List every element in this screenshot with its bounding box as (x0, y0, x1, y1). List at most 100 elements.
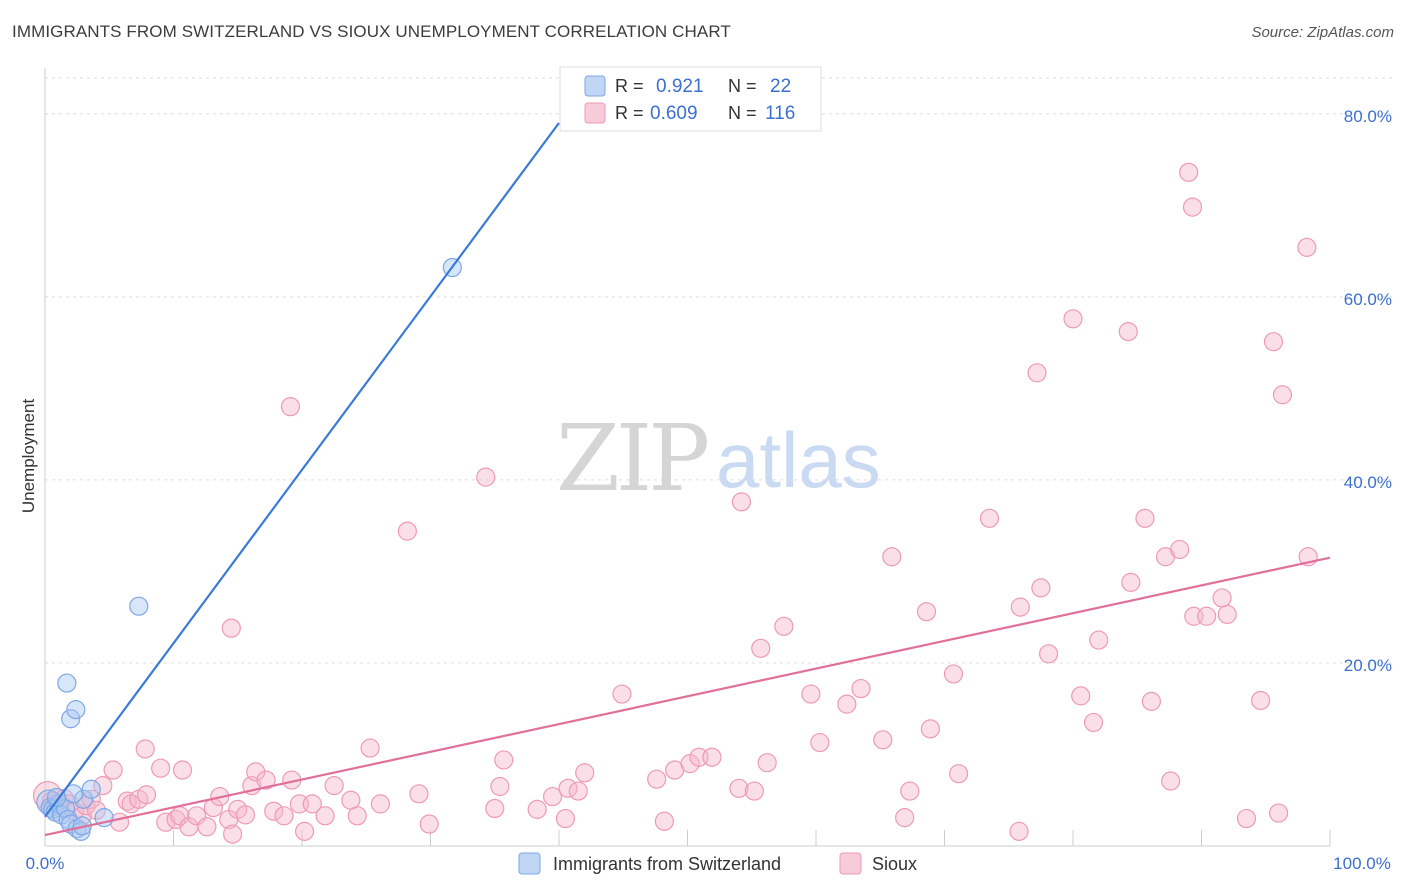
series-legend-label-sioux: Sioux (872, 854, 917, 874)
switzerland-point (57, 673, 77, 693)
sioux-point (1268, 803, 1289, 823)
switzerland-points (36, 257, 462, 841)
switzerland-point (66, 700, 86, 720)
sioux-point (612, 684, 632, 704)
sioux-point (1197, 606, 1217, 626)
sioux-point (81, 789, 101, 809)
x-tick-label-100: 100.0% (1333, 854, 1391, 873)
sioux-point (294, 821, 315, 841)
series-legend: Immigrants from Switzerland Sioux (518, 852, 917, 875)
sioux-point (1010, 597, 1030, 617)
sioux-point (1071, 686, 1091, 706)
sioux-point (172, 760, 193, 780)
sioux-point (1141, 691, 1161, 711)
sioux-point (702, 747, 722, 767)
sioux-point (568, 781, 588, 801)
legend-r-label-1: R = (615, 76, 644, 96)
sioux-point (1212, 588, 1232, 608)
sioux-point (197, 817, 217, 837)
sioux-point (419, 814, 439, 834)
correlation-legend: R = 0.921 N = 22 R = 0.609 N = 116 (559, 66, 822, 132)
sioux-point (1170, 539, 1190, 560)
sioux-point (774, 616, 794, 636)
sioux-point (135, 739, 155, 759)
sioux-point (409, 784, 429, 804)
sioux-point (1031, 578, 1051, 598)
sioux-point (1121, 572, 1141, 592)
sioux-point (1083, 712, 1104, 733)
sioux-point (324, 775, 344, 796)
sioux-point (1089, 630, 1109, 650)
legend-n-label-1: N = (728, 76, 757, 96)
sioux-point (979, 508, 1000, 528)
series-legend-label-switzerland: Immigrants from Switzerland (553, 854, 781, 874)
sioux-point (851, 678, 871, 699)
sioux-point (1182, 197, 1203, 217)
sioux-point (916, 602, 937, 622)
legend-swatch-switzerland (584, 75, 606, 97)
legend-r-label-2: R = (615, 103, 644, 123)
sioux-point (810, 732, 830, 753)
sioux-point (943, 664, 964, 684)
x-tick-label-0: 0.0% (26, 854, 65, 873)
sioux-point (527, 799, 547, 819)
sioux-point (360, 738, 380, 758)
sioux-point (949, 764, 969, 784)
sioux-point (900, 781, 920, 801)
y-axis-title: Unemployment (19, 399, 38, 514)
sioux-point (397, 521, 417, 541)
sioux-point (347, 806, 367, 826)
sioux-point (1272, 385, 1293, 405)
sioux-point (895, 808, 915, 828)
switzerland-point (61, 709, 81, 729)
sioux-point (485, 798, 505, 819)
series-legend-swatch-sioux (839, 852, 862, 875)
legend-r-value-2: 0.609 (650, 103, 698, 124)
sioux-point (1009, 821, 1029, 841)
y-tick-label-40: 40.0% (1344, 473, 1392, 492)
legend-n-value-2: 116 (765, 103, 795, 124)
switzerland-point (73, 789, 94, 809)
legend-r-value-1: 0.921 (656, 76, 704, 97)
source-credit: Source: ZipAtlas.com (1251, 24, 1394, 41)
sioux-point (235, 805, 256, 825)
sioux-trend-line (44, 556, 1331, 837)
sioux-point (246, 762, 266, 782)
sioux-point (274, 806, 294, 826)
legend-n-label-2: N = (728, 103, 757, 123)
sioux-point (882, 547, 902, 567)
sioux-point (731, 492, 752, 512)
switzerland-point (46, 787, 67, 808)
sioux-point (744, 781, 764, 801)
switzerland-point (129, 596, 149, 616)
sioux-point (221, 618, 241, 638)
sioux-point (920, 719, 940, 739)
sioux-point (757, 753, 777, 773)
series-legend-swatch-switzerland (518, 852, 541, 875)
watermark-zip: ZIP (556, 405, 707, 512)
sioux-point (93, 775, 113, 796)
watermark-atlas: atlas (716, 416, 881, 504)
sioux-point (1038, 644, 1059, 664)
sioux-point (751, 638, 771, 658)
sioux-point (256, 770, 276, 790)
trend-lines (44, 122, 1331, 837)
sioux-point (575, 763, 595, 783)
switzerland-point (81, 779, 101, 799)
sioux-point (837, 694, 857, 714)
sioux-point (494, 750, 514, 770)
sioux-point (542, 786, 563, 807)
sioux-point (315, 806, 335, 826)
sioux-point (86, 800, 107, 820)
y-tick-label-20: 20.0% (1344, 656, 1392, 675)
legend-n-value-1: 22 (770, 76, 791, 97)
sioux-point (223, 824, 243, 844)
sioux-point (264, 801, 284, 821)
sioux-point (1251, 690, 1271, 711)
sioux-point (1179, 162, 1199, 182)
sioux-point (490, 776, 510, 797)
sioux-point (280, 397, 301, 417)
sioux-point (654, 811, 674, 831)
sioux-point (136, 785, 157, 805)
